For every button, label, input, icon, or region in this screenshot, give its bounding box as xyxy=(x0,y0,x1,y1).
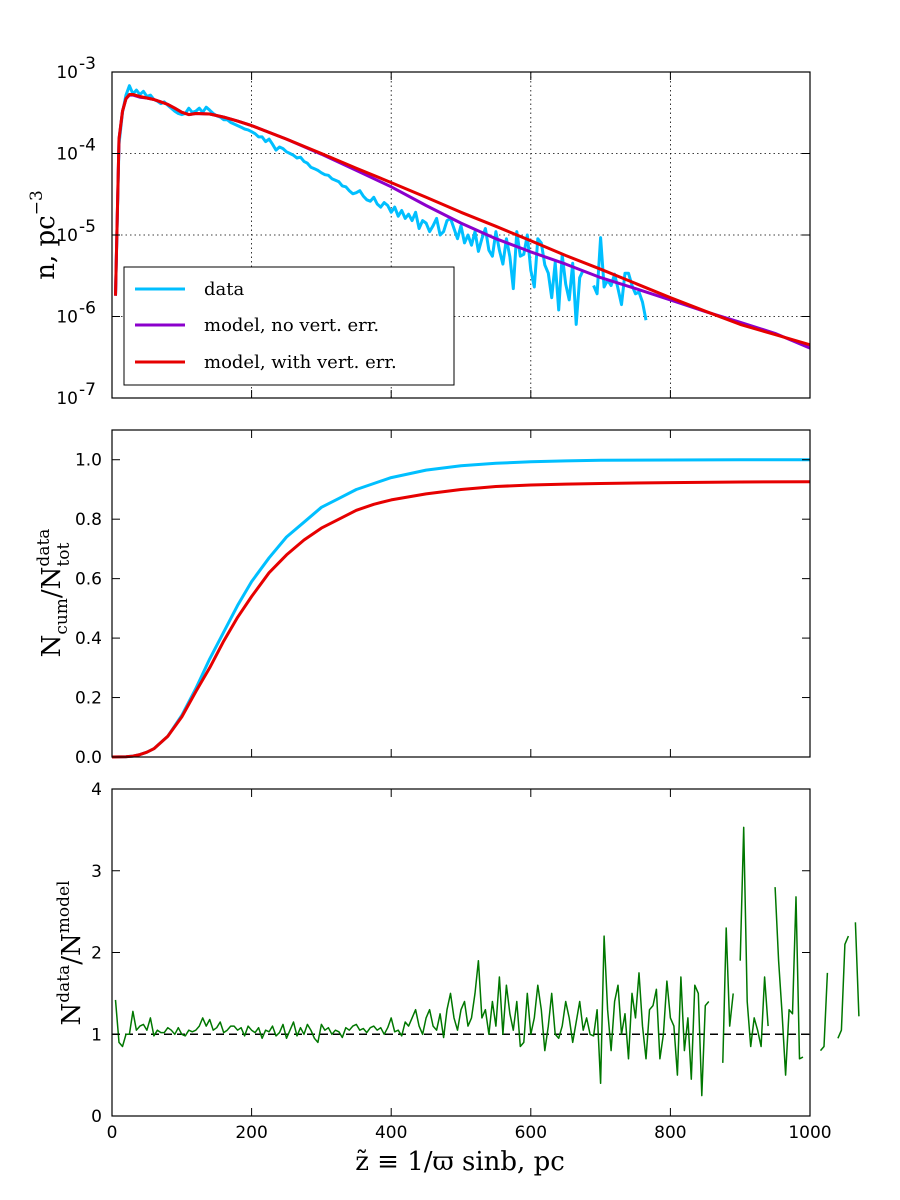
density-series xyxy=(114,84,811,350)
density-ticks xyxy=(112,71,810,399)
legend-label-model-no-err: model, no vert. err. xyxy=(204,315,379,336)
cumulative-ytick-label: 1.0 xyxy=(75,451,102,471)
cumulative-y-axis-label: Ncum/Ndatatot xyxy=(34,529,74,658)
cumulative-axes-frame xyxy=(111,429,811,758)
density-ytick-label-exp: -4 xyxy=(79,136,96,156)
ratio-series xyxy=(114,826,860,1097)
ratio-ytick-label: 0 xyxy=(91,1107,102,1127)
ratio-ytick-label: 3 xyxy=(91,862,102,882)
density-ytick-label-exp: -6 xyxy=(79,299,96,319)
ratio-ticks xyxy=(112,788,810,1117)
cumulative-model-line xyxy=(111,480,811,759)
ratio-xtick-label: 0 xyxy=(107,1123,118,1143)
density-ytick-label-exp: -7 xyxy=(79,380,96,400)
density-ytick-label: 10 xyxy=(56,145,78,165)
density-ytick-label: 10 xyxy=(56,226,78,246)
cumulative-series xyxy=(111,458,811,759)
ratio-y-axis-label: Ndata/Nmodel xyxy=(54,881,87,1026)
ratio-ytick-label: 1 xyxy=(91,1025,102,1045)
cumulative-ytick-label: 0.6 xyxy=(75,570,102,590)
legend-label-data: data xyxy=(204,279,244,300)
density-ytick-label: 10 xyxy=(56,389,78,409)
density-legend: data model, no vert. err. model, with ve… xyxy=(123,266,455,386)
cumulative-ytick-label: 0.2 xyxy=(75,689,102,709)
ratio-xtick-label: 800 xyxy=(654,1123,686,1143)
ratio-x-tick-labels: 0 200 400 600 800 1000 xyxy=(107,1123,832,1143)
cumulative-ytick-label: 0.0 xyxy=(75,748,102,768)
ratio-ytick-label: 2 xyxy=(91,944,102,964)
density-ytick-label: 10 xyxy=(56,63,78,83)
ratio-ytick-label: 4 xyxy=(91,780,102,800)
panel-density: 10-310-410-510-610-7 n, pc−3 data model,… xyxy=(27,54,811,409)
ratio-line xyxy=(114,826,860,1097)
density-data-line xyxy=(114,84,648,326)
cumulative-ytick-label: 0.4 xyxy=(75,629,102,649)
density-ytick-label-exp: -3 xyxy=(79,54,96,74)
panel-cumulative: 0.0 0.2 0.4 0.6 0.8 1.0 Ncum/Ndatatot xyxy=(34,429,811,768)
density-ytick-label-exp: -5 xyxy=(79,217,96,237)
panel-ratio: 0 1 2 3 4 0 200 400 600 800 1000 Ndata/Nmodel z̃ … xyxy=(54,780,860,1177)
ratio-xtick-label: 600 xyxy=(515,1123,547,1143)
x-axis-label: z̃ ≡ 1/ϖ sinb, pc xyxy=(355,1147,565,1177)
cumulative-ticks xyxy=(112,430,810,758)
ratio-xtick-label: 200 xyxy=(235,1123,267,1143)
density-y-axis-label: n, pc−3 xyxy=(27,190,61,280)
ratio-xtick-label: 400 xyxy=(375,1123,407,1143)
density-model-with-err-line xyxy=(114,93,811,347)
legend-label-model-with-err: model, with vert. err. xyxy=(204,352,397,373)
ratio-xtick-label: 1000 xyxy=(788,1123,831,1143)
density-ytick-label: 10 xyxy=(56,308,78,328)
cumulative-y-tick-labels: 0.0 0.2 0.4 0.6 0.8 1.0 xyxy=(75,451,102,768)
cumulative-ytick-label: 0.8 xyxy=(75,510,102,530)
ratio-y-tick-labels: 0 1 2 3 4 xyxy=(91,780,102,1127)
density-y-tick-labels: 10-310-410-510-610-7 xyxy=(56,54,96,409)
